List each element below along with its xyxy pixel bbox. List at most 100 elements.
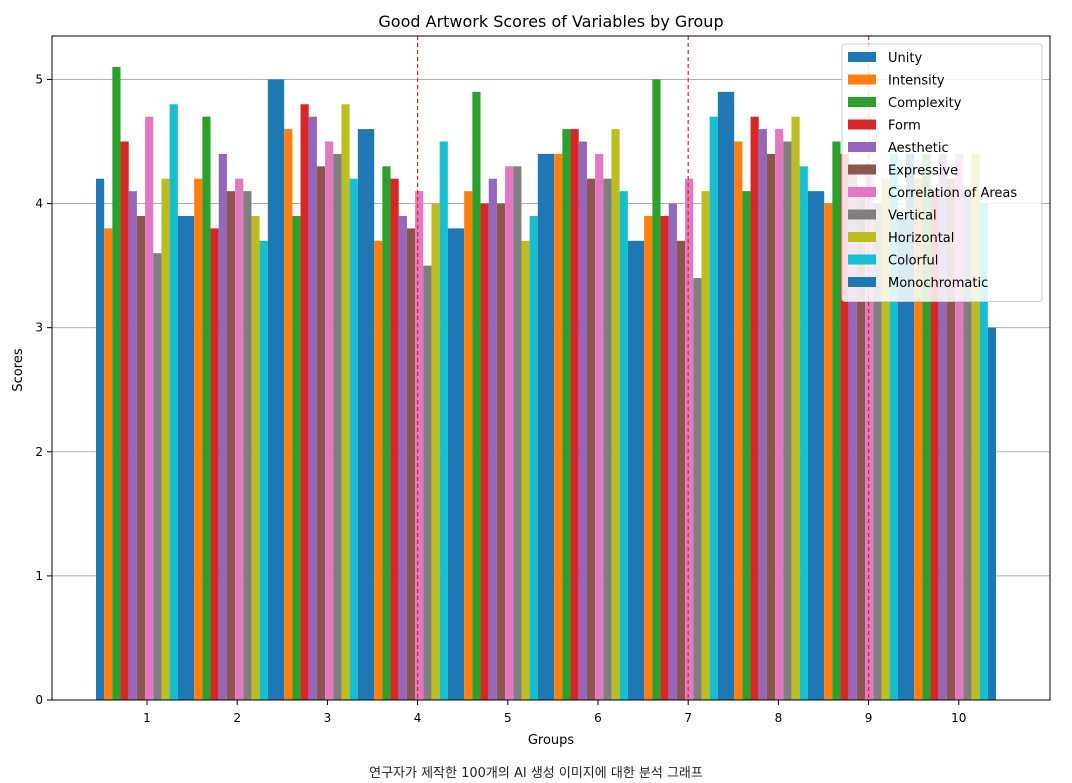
bar-form-group-2 (210, 228, 219, 700)
bar-correlation-of-areas-group-6 (595, 153, 604, 700)
bar-intensity-group-10 (914, 178, 923, 700)
bar-unity-group-8 (726, 91, 735, 700)
bar-unity-group-5 (456, 228, 465, 700)
bar-vertical-group-7 (693, 278, 702, 700)
bar-intensity-group-3 (284, 129, 293, 700)
bar-unity-group-10 (906, 153, 915, 700)
axes (51, 35, 1051, 701)
bar-horizontal-group-6 (611, 129, 620, 700)
plot-frame (51, 35, 1051, 701)
bar-horizontal-group-5 (521, 240, 530, 701)
bar-correlation-of-areas-group-8 (775, 129, 784, 700)
bar-complexity-group-9 (832, 141, 841, 700)
bar-expressive-group-1 (136, 215, 146, 700)
bar-unity-group-9 (816, 191, 825, 700)
bar-expressive-group-8 (766, 153, 776, 700)
bar-vertical-group-2 (243, 191, 252, 700)
legend-label: Colorful (888, 254, 938, 269)
legend-swatch (848, 52, 876, 62)
legend-swatch (848, 209, 876, 220)
bar-colorful-group-1 (169, 104, 178, 701)
bar-monochromatic-group-5 (537, 153, 546, 700)
legend-swatch (848, 277, 876, 287)
y-axis-label: Scores (11, 348, 26, 391)
legend-swatch (848, 232, 876, 242)
bar-correlation-of-areas-group-7 (685, 178, 694, 700)
bar-vertical-group-3 (333, 153, 342, 700)
bar-unity-group-2 (186, 215, 195, 700)
legend-box (841, 43, 1043, 302)
bar-expressive-group-4 (406, 228, 416, 700)
bar-monochromatic-group-6 (627, 240, 636, 701)
bar-intensity-group-7 (644, 215, 653, 700)
legend-label: Monochromatic (888, 276, 988, 291)
bar-aesthetic-group-4 (398, 215, 407, 700)
bar-unity-group-3 (276, 79, 285, 700)
bar-monochromatic-group-4 (447, 228, 456, 700)
bar-unity-group-4 (366, 129, 375, 700)
bar-intensity-group-6 (554, 153, 563, 700)
y-tick-label: 0 (35, 693, 43, 707)
bar-complexity-group-4 (382, 166, 391, 701)
bar-correlation-of-areas-group-10 (955, 153, 964, 700)
bar-correlation-of-areas-group-5 (505, 166, 514, 701)
bar-group-8 (726, 91, 816, 701)
bar-group-4 (366, 129, 456, 701)
bar-horizontal-group-9 (881, 178, 890, 700)
bar-unity-group-6 (546, 153, 555, 700)
bar-form-group-4 (390, 178, 399, 700)
bar-colorful-group-7 (709, 116, 718, 700)
y-tick-label: 3 (35, 321, 43, 335)
legend-label: Form (888, 119, 921, 134)
bar-group-2 (186, 79, 276, 701)
x-tick-label: 6 (594, 711, 602, 725)
bar-complexity-group-3 (292, 215, 301, 700)
y-tick-label: 2 (35, 445, 43, 459)
x-tick-label: 10 (951, 711, 966, 725)
bar-form-group-6 (570, 129, 579, 700)
bar-complexity-group-5 (472, 91, 481, 700)
bar-correlation-of-areas-group-2 (235, 178, 244, 700)
bar-correlation-of-areas-group-3 (325, 141, 334, 700)
bar-horizontal-group-2 (251, 215, 260, 700)
bar-complexity-group-7 (652, 79, 661, 700)
bar-unity-group-1 (96, 178, 105, 700)
bar-intensity-group-9 (824, 203, 833, 701)
x-tick-label: 8 (775, 711, 783, 725)
bar-expressive-group-10 (946, 178, 956, 700)
bar-vertical-group-10 (963, 191, 972, 700)
bar-group-7 (636, 79, 726, 701)
legend-label: Aesthetic (888, 141, 949, 156)
bar-aesthetic-group-3 (308, 116, 317, 700)
legend-swatch (848, 74, 876, 85)
bar-intensity-group-2 (194, 178, 203, 700)
y-tick-label: 5 (35, 72, 43, 86)
legend-swatch (848, 142, 876, 152)
bar-group-5 (456, 91, 546, 701)
bar-form-group-9 (840, 153, 849, 700)
bar-colorful-group-6 (619, 191, 628, 700)
legend-swatch (848, 187, 876, 197)
bar-aesthetic-group-10 (938, 153, 947, 700)
bar-horizontal-group-8 (791, 116, 800, 700)
bar-form-group-10 (930, 191, 939, 700)
bar-form-group-8 (750, 116, 759, 700)
figure-caption: 연구자가 제작한 100개의 AI 생성 이미지에 대한 분석 그래프 (369, 766, 703, 781)
bar-monochromatic-group-10 (987, 327, 996, 700)
bar-aesthetic-group-1 (128, 191, 137, 700)
bar-vertical-group-9 (873, 203, 882, 701)
bar-vertical-group-5 (513, 166, 522, 701)
bar-form-group-5 (480, 203, 489, 701)
bar-correlation-of-areas-group-9 (865, 166, 874, 701)
bar-vertical-group-4 (423, 265, 432, 700)
legend-label: Expressive (888, 164, 958, 179)
bar-colorful-group-8 (799, 166, 808, 701)
bar-intensity-group-4 (374, 240, 383, 701)
legend-swatch (848, 164, 876, 175)
legend: Unity Intensity Complexity Form Aesthetic Exp… (841, 43, 1043, 302)
bar-monochromatic-group-2 (267, 79, 276, 700)
bar-group-9 (816, 141, 906, 701)
bar-group-1 (96, 67, 186, 701)
bar-aesthetic-group-7 (668, 203, 677, 701)
legend-swatch (848, 254, 876, 265)
